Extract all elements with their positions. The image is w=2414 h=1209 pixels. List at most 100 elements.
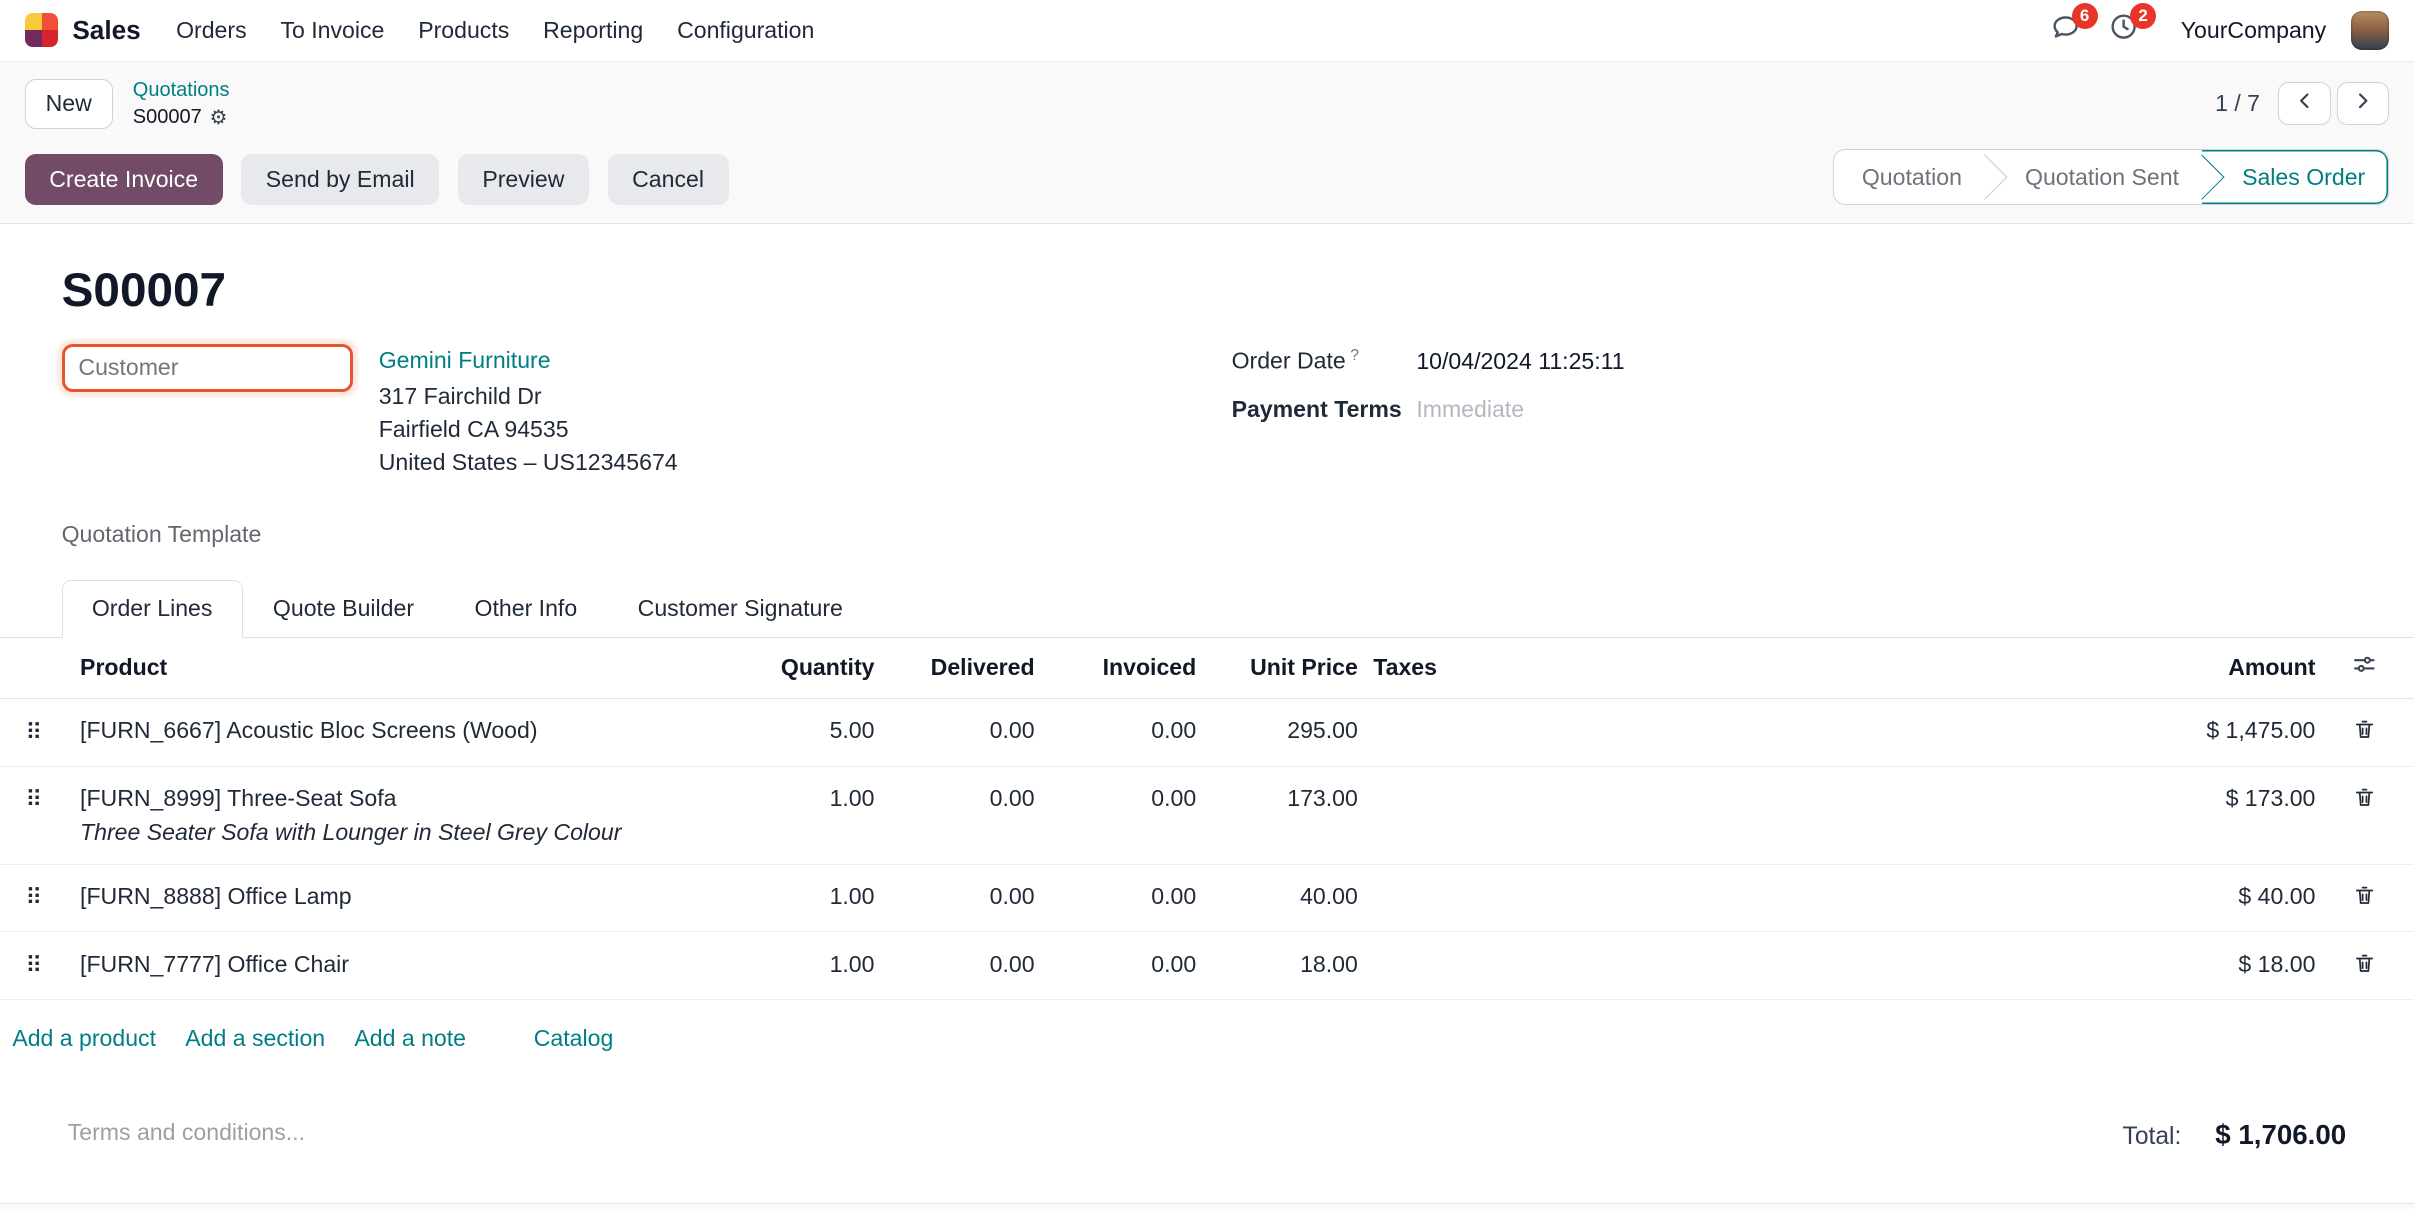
stage-quotation-sent[interactable]: Quotation Sent: [1985, 150, 2202, 203]
partner-name-link[interactable]: Gemini Furniture: [379, 344, 678, 377]
product-description: Three Seater Sofa with Lounger in Steel …: [80, 816, 757, 848]
menu-to-invoice[interactable]: To Invoice: [264, 0, 402, 61]
cell-unit-price[interactable]: 173.00: [1196, 766, 1358, 864]
cell-quantity[interactable]: 5.00: [757, 698, 874, 766]
breadcrumb-current: S00007: [133, 106, 202, 129]
table-header-row: Product Quantity Delivered Invoiced Unit…: [0, 638, 2414, 698]
order-line-row[interactable]: ⠿ [FURN_7777] Office Chair 1.00 0.00 0.0…: [0, 932, 2414, 1000]
drag-handle[interactable]: ⠿: [0, 864, 68, 932]
drag-handle[interactable]: ⠿: [0, 698, 68, 766]
order-lines-body: ⠿ [FURN_6667] Acoustic Bloc Screens (Woo…: [0, 698, 2414, 999]
send-by-email-button[interactable]: Send by Email: [241, 154, 439, 205]
cell-quantity[interactable]: 1.00: [757, 932, 874, 1000]
cell-product[interactable]: [FURN_6667] Acoustic Bloc Screens (Wood): [68, 698, 758, 766]
delete-row-button[interactable]: [2315, 766, 2414, 864]
stage-sales-order[interactable]: Sales Order: [2202, 150, 2388, 203]
delete-row-button[interactable]: [2315, 864, 2414, 932]
optional-columns-icon[interactable]: [2352, 655, 2377, 681]
menu-reporting[interactable]: Reporting: [526, 0, 660, 61]
cell-quantity[interactable]: 1.00: [757, 766, 874, 864]
create-invoice-button[interactable]: Create Invoice: [25, 154, 223, 205]
tab-order-lines[interactable]: Order Lines: [62, 580, 243, 638]
messages-badge: 6: [2072, 3, 2098, 29]
cell-taxes[interactable]: [1358, 698, 1666, 766]
apps-grid-icon[interactable]: [25, 13, 59, 47]
cell-taxes[interactable]: [1358, 864, 1666, 932]
cell-delivered[interactable]: 0.00: [874, 698, 1034, 766]
breadcrumb: Quotations S00007 ⚙: [133, 79, 230, 130]
cell-taxes[interactable]: [1358, 766, 1666, 864]
drag-handle[interactable]: ⠿: [0, 932, 68, 1000]
order-line-row[interactable]: ⠿ [FURN_6667] Acoustic Bloc Screens (Woo…: [0, 698, 2414, 766]
payment-terms-value[interactable]: Immediate: [1416, 396, 1524, 423]
column-header-delivered: Delivered: [874, 638, 1034, 698]
product-name: [FURN_8999] Three-Seat Sofa: [80, 782, 757, 814]
trash-icon: [2353, 789, 2376, 815]
menu-orders[interactable]: Orders: [159, 0, 263, 61]
product-name: [FURN_6667] Acoustic Bloc Screens (Wood): [80, 714, 757, 746]
company-name[interactable]: YourCompany: [2181, 17, 2326, 44]
breadcrumb-quotations-link[interactable]: Quotations: [133, 79, 230, 102]
tab-other-info[interactable]: Other Info: [444, 580, 607, 638]
tab-quote-builder[interactable]: Quote Builder: [243, 580, 445, 638]
trash-icon: [2353, 954, 2376, 980]
cell-amount: $ 1,475.00: [1666, 698, 2316, 766]
table-links-row: Add a product Add a section Add a note C…: [0, 1000, 2414, 1076]
order-line-row[interactable]: ⠿ [FURN_8888] Office Lamp 1.00 0.00 0.00…: [0, 864, 2414, 932]
pager-next-button[interactable]: [2337, 82, 2389, 125]
menu-configuration[interactable]: Configuration: [660, 0, 831, 61]
cell-invoiced[interactable]: 0.00: [1035, 864, 1197, 932]
tab-customer-signature[interactable]: Customer Signature: [607, 580, 873, 638]
order-lines-table: Product Quantity Delivered Invoiced Unit…: [0, 638, 2414, 1076]
delete-row-button[interactable]: [2315, 698, 2414, 766]
user-avatar[interactable]: [2351, 11, 2389, 49]
cell-product[interactable]: [FURN_8888] Office Lamp: [68, 864, 758, 932]
order-line-row[interactable]: ⠿ [FURN_8999] Three-Seat Sofa Three Seat…: [0, 766, 2414, 864]
cell-unit-price[interactable]: 295.00: [1196, 698, 1358, 766]
preview-button[interactable]: Preview: [458, 154, 589, 205]
column-header-amount: Amount: [1666, 638, 2316, 698]
stage-quotation[interactable]: Quotation: [1834, 150, 1985, 203]
customer-input[interactable]: [62, 344, 353, 392]
catalog-link[interactable]: Catalog: [534, 1022, 614, 1054]
terms-and-conditions-input[interactable]: Terms and conditions...: [68, 1119, 305, 1146]
chevron-right-icon: [2352, 90, 2374, 118]
delete-row-button[interactable]: [2315, 932, 2414, 1000]
menu-products[interactable]: Products: [401, 0, 526, 61]
cell-quantity[interactable]: 1.00: [757, 864, 874, 932]
cell-invoiced[interactable]: 0.00: [1035, 698, 1197, 766]
trash-icon: [2353, 887, 2376, 913]
action-buttons: Create Invoice Send by Email Preview Can…: [25, 154, 729, 205]
drag-handle-icon: ⠿: [25, 952, 42, 978]
add-a-note-link[interactable]: Add a note: [354, 1022, 466, 1054]
messages-button[interactable]: 6: [2045, 10, 2085, 50]
activities-button[interactable]: 2: [2104, 10, 2144, 50]
add-a-section-link[interactable]: Add a section: [185, 1022, 325, 1054]
cell-delivered[interactable]: 0.00: [874, 864, 1034, 932]
cell-product[interactable]: [FURN_7777] Office Chair: [68, 932, 758, 1000]
pager-previous-button[interactable]: [2278, 82, 2330, 125]
total-value: $ 1,706.00: [2215, 1119, 2346, 1151]
cell-delivered[interactable]: 0.00: [874, 766, 1034, 864]
gear-icon[interactable]: ⚙: [209, 108, 227, 128]
cell-invoiced[interactable]: 0.00: [1035, 766, 1197, 864]
cell-unit-price[interactable]: 40.00: [1196, 864, 1358, 932]
column-header-quantity: Quantity: [757, 638, 874, 698]
cell-unit-price[interactable]: 18.00: [1196, 932, 1358, 1000]
order-date-value[interactable]: 10/04/2024 11:25:11: [1416, 348, 1624, 375]
cell-product[interactable]: [FURN_8999] Three-Seat Sofa Three Seater…: [68, 766, 758, 864]
app-name[interactable]: Sales: [72, 15, 140, 46]
cancel-button[interactable]: Cancel: [608, 154, 729, 205]
cell-amount: $ 40.00: [1666, 864, 2316, 932]
quotation-template-label[interactable]: Quotation Template: [62, 521, 2353, 548]
column-header-unit-price: Unit Price: [1196, 638, 1358, 698]
cell-taxes[interactable]: [1358, 932, 1666, 1000]
new-button[interactable]: New: [25, 79, 113, 128]
cell-invoiced[interactable]: 0.00: [1035, 932, 1197, 1000]
cell-delivered[interactable]: 0.00: [874, 932, 1034, 1000]
drag-handle[interactable]: ⠿: [0, 766, 68, 864]
order-date-label: Order Date?: [1232, 347, 1417, 375]
add-a-product-link[interactable]: Add a product: [12, 1022, 156, 1054]
document-title: S00007: [62, 263, 2353, 318]
top-navbar: Sales Orders To Invoice Products Reporti…: [0, 0, 2414, 62]
